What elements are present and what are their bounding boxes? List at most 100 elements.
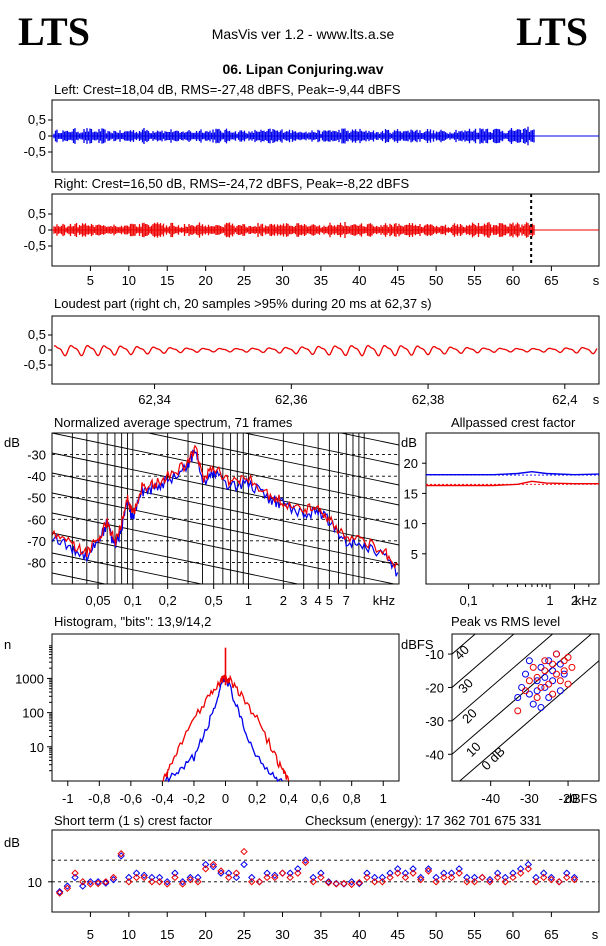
spectrum-slope-line	[52, 253, 399, 325]
y-tick-label: 0	[39, 128, 46, 143]
short-crest-point-right	[148, 878, 156, 886]
short-crest-point-right	[370, 878, 379, 886]
short-crest-point-left	[271, 871, 279, 880]
short-crest-point-left	[478, 873, 486, 882]
short-crest-point-right	[493, 873, 502, 882]
x-tick-label: 60	[506, 273, 520, 288]
short-crest-point-right	[309, 878, 317, 886]
y-tick-label: 0	[39, 342, 46, 357]
short-crest-ylabel: dB	[4, 835, 20, 850]
x-tick-label: 2	[280, 593, 287, 608]
short-crest-point-left	[432, 873, 440, 882]
y-tick-label: -40	[425, 747, 444, 762]
spectrum-grid	[52, 253, 399, 584]
y-tick-label: 0,5	[28, 327, 46, 342]
short-crest-point-left	[486, 875, 494, 884]
y-tick-label: -80	[27, 555, 46, 570]
histogram-title: Histogram, "bits": 13,9/14,2	[54, 614, 211, 629]
x-axis-unit: s	[592, 927, 599, 942]
app-title: MasVis ver 1.2 - www.lts.a.se	[211, 26, 395, 42]
short-crest-point-left	[263, 869, 271, 877]
x-tick-label: 0,4	[280, 791, 298, 806]
x-tick-label: 0,1	[124, 593, 142, 608]
short-crest-point-left	[386, 869, 394, 877]
x-tick-label: 35	[314, 927, 328, 942]
short-crest-point-left	[363, 869, 371, 877]
x-tick-label: -30	[520, 791, 539, 806]
short-crest-point-left	[355, 879, 364, 888]
short-crest-point-right	[301, 858, 310, 867]
short-crest-point-left	[155, 873, 164, 882]
pvr-point-left	[525, 690, 533, 698]
x-tick-label: 5	[87, 273, 94, 288]
short-crest-point-right	[94, 879, 102, 888]
pvr-diagonals	[452, 634, 599, 781]
short-crest-point-right	[516, 869, 525, 877]
pvr-point-right	[552, 670, 560, 678]
short-crest-point-right	[470, 878, 479, 886]
short-crest-point-left	[447, 869, 456, 877]
y-tick-label: 100	[22, 706, 44, 721]
pvr-point-right	[514, 707, 522, 715]
spectrum-slope-line	[52, 333, 399, 405]
short-crest-point-right	[340, 879, 348, 888]
short-crest-point-right	[363, 873, 371, 882]
pvr-point-right	[568, 663, 576, 671]
short-crest-point-left	[317, 869, 325, 877]
short-crest-point-left	[209, 862, 218, 871]
x-tick-label: 45	[390, 273, 404, 288]
y-tick-label: -10	[425, 647, 444, 662]
short-crest-point-left	[501, 873, 509, 882]
short-crest-title: Short term (1 s) crest factor	[54, 813, 213, 828]
pvr-point-right	[549, 660, 557, 668]
short-crest-point-right	[394, 869, 402, 877]
x-tick-label: 0,8	[343, 791, 361, 806]
short-crest-point-right	[155, 878, 164, 886]
y-tick-label: -30	[27, 448, 46, 463]
short-crest-point-right	[186, 875, 194, 884]
x-tick-label: 1	[245, 593, 252, 608]
y-tick-label: -50	[27, 491, 46, 506]
short-crest-point-left	[63, 882, 72, 890]
short-crest-point-left	[71, 873, 79, 882]
x-tick-label: 7	[343, 593, 350, 608]
short-crest-point-left	[148, 873, 156, 882]
pvr-point-right	[564, 680, 572, 688]
pvr-point-right	[529, 663, 537, 671]
spectrum-slope-line	[52, 552, 204, 584]
short-crest-point-right	[501, 878, 509, 886]
loudest-title: Loudest part (right ch, 20 samples >95% …	[54, 296, 432, 311]
histogram-ylabel: n	[4, 637, 11, 652]
pvr-point-right	[537, 683, 545, 691]
waveform-title: Left: Crest=18,04 dB, RMS=-27,48 dBFS, P…	[54, 82, 401, 97]
pvr-ylabel: dBFS	[401, 637, 434, 652]
short-crest-point-left	[125, 873, 133, 882]
short-crest-point-left	[309, 873, 317, 882]
short-crest-point-left	[509, 869, 517, 877]
short-crest-point-right	[163, 880, 171, 888]
short-crest-point-right	[386, 873, 394, 882]
short-crest-point-right	[347, 880, 356, 889]
spectrum-slope-line	[52, 472, 399, 546]
x-tick-label: -0,2	[183, 791, 205, 806]
x-tick-label: 0,1	[460, 593, 478, 608]
spectrum-slope-line	[146, 433, 399, 486]
y-tick-label: -20	[425, 680, 444, 695]
short-crest-point-right	[555, 878, 563, 886]
short-crest-point-right	[478, 873, 486, 882]
short-crest-point-right	[286, 873, 294, 882]
pvr-point-left	[522, 670, 529, 678]
x-tick-label: 40	[352, 273, 366, 288]
file-title: 06. Lipan Conjuring.wav	[222, 61, 384, 77]
short-crest-point-right	[79, 878, 87, 886]
spectrum-title: Normalized average spectrum, 71 frames	[54, 415, 293, 430]
short-crest-point-left	[409, 865, 417, 873]
short-crest-point-left	[248, 873, 256, 882]
short-crest-point-left	[79, 882, 87, 890]
x-tick-label: 1	[380, 791, 387, 806]
x-axis-unit: s	[593, 273, 600, 288]
short-crest-point-right	[263, 873, 271, 882]
y-tick-label: -0,5	[24, 144, 46, 159]
short-crest-point-right	[271, 873, 279, 882]
y-tick-label: 10	[30, 740, 44, 755]
